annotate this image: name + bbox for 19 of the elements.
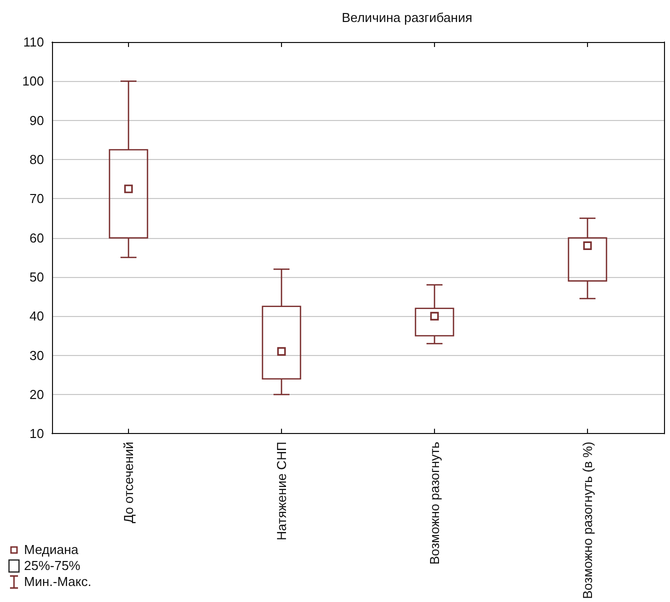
text: Медиана [24, 542, 78, 558]
x-tick-label: До отсечений [121, 442, 136, 524]
y-tick-label: 110 [23, 34, 44, 50]
y-tick-label: 90 [30, 112, 44, 128]
chart-title: Величина разгибания [342, 10, 472, 25]
y-tick-label: 50 [30, 270, 44, 285]
y-tick-label: 70 [30, 191, 44, 206]
x-tick-label: Натяжение СНП [274, 442, 289, 540]
text: 25%-75% [24, 558, 80, 574]
x-tick-label: Возможно разогнуть (в %) [580, 442, 595, 600]
y-tick-label: 80 [30, 152, 44, 168]
y-tick-label: 60 [30, 230, 44, 246]
x-tick-label: Возможно разогнуть [427, 441, 442, 565]
y-tick-label: 100 [22, 74, 44, 89]
y-tick-label: 30 [30, 348, 44, 363]
y-tick-label: 40 [30, 308, 44, 324]
text: Мин.-Макс. [24, 574, 92, 590]
y-tick-label: 20 [30, 387, 44, 402]
y-tick-label: 10 [30, 426, 44, 442]
